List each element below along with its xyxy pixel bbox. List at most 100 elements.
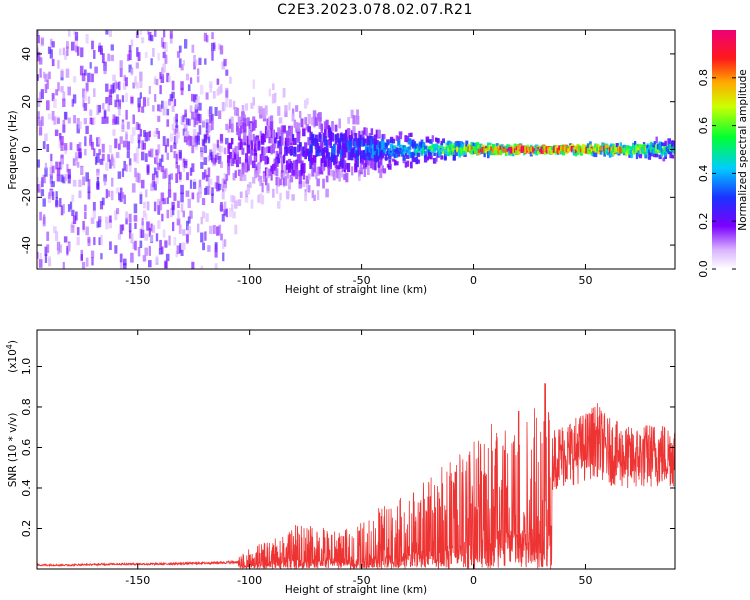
heatmap-cell [162,198,166,205]
heatmap-cell [168,174,171,184]
heatmap-cell [37,30,39,36]
heatmap-cell [236,107,240,117]
heatmap-cell [465,147,469,151]
y-tick-label: 0.8 [20,398,33,416]
heatmap-cell [179,243,182,253]
heatmap-cell [85,226,89,236]
heatmap-cell [49,167,54,177]
heatmap-cell [298,175,302,185]
heatmap-cell [161,100,164,109]
heatmap-cell [232,173,236,181]
heatmap-cell [261,182,264,193]
heatmap-cell [177,210,180,220]
heatmap-cell [96,104,100,115]
heatmap-cell [114,116,118,125]
heatmap-cell [57,241,60,251]
heatmap-cell [436,144,440,149]
heatmap-cell [475,142,480,150]
heatmap-cell [270,128,273,138]
heatmap-cell [275,150,279,159]
bottom-x-axis: -150 -100 -50 0 50 [125,330,592,587]
heatmap-cell [228,142,233,149]
heatmap-cell [57,82,60,92]
heatmap-cell [60,68,64,78]
heatmap-cell [241,166,245,175]
heatmap-cell [544,146,547,152]
heatmap-cell [355,115,360,125]
heatmap-cell [57,59,60,69]
heatmap-cell [264,106,268,116]
heatmap-cell [51,111,55,121]
heatmap-cell [470,145,474,152]
heatmap-cell [209,114,213,124]
heatmap-cell [66,164,69,173]
heatmap-cell [162,229,166,238]
heatmap-cell [189,210,193,219]
heatmap-cell [116,116,120,125]
heatmap-cell [118,81,121,91]
heatmap-cell [662,142,666,147]
heatmap-cell [280,155,284,166]
heatmap-cell [388,163,392,170]
heatmap-cell [324,129,327,138]
heatmap-cell [395,135,399,141]
heatmap-cell [144,247,149,256]
heatmap-cell [67,117,71,124]
heatmap-cell [274,139,277,149]
heatmap-cell [427,146,431,150]
heatmap-cell [92,202,96,212]
heatmap-cell [279,151,282,158]
heatmap-cell [130,68,134,76]
heatmap-cell [157,162,161,171]
heatmap-cell [71,41,75,51]
heatmap-cell [211,120,214,130]
heatmap-cell [134,222,137,229]
heatmap-cell [288,102,291,111]
heatmap-cell [217,152,222,160]
heatmap-cell [200,84,204,95]
heatmap-cell [264,155,268,165]
heatmap-cell [483,153,486,158]
heatmap-cell [338,139,341,150]
heatmap-cell [242,123,247,133]
heatmap-cell [37,117,41,126]
heatmap-cell [93,117,96,125]
heatmap-cell [630,151,633,159]
heatmap-cell [47,46,52,54]
heatmap-cell [252,79,255,89]
heatmap-cell [169,133,173,142]
heatmap-cell [49,49,53,59]
heatmap-cell [82,176,86,186]
heatmap-cell [137,123,141,130]
heatmap-cell [202,242,205,251]
heatmap-cell [239,124,243,134]
heatmap-cell [173,192,177,201]
heatmap-cell [90,250,95,258]
heatmap-cell [413,141,417,148]
heatmap-cell [194,116,199,125]
heatmap-cell [205,174,209,182]
heatmap-cell [322,147,325,155]
heatmap-cell [39,91,43,102]
heatmap-cell [268,122,272,131]
heatmap-cell [270,134,273,144]
heatmap-cell [391,152,395,157]
heatmap-cell [411,151,415,159]
heatmap-cell [128,64,132,73]
heatmap-cell [281,137,284,146]
heatmap-cell [183,136,188,143]
heatmap-cell [184,113,187,123]
heatmap-cell [540,146,544,154]
heatmap-cell [182,114,186,123]
heatmap-cell [211,193,214,203]
heatmap-cell [316,113,320,120]
heatmap-cell [98,149,101,156]
heatmap-cell [334,124,338,132]
heatmap-cell [458,150,461,158]
heatmap-cell [232,211,236,219]
heatmap-cell [257,140,261,151]
heatmap-cell [278,145,283,155]
heatmap-cell [250,140,254,151]
heatmap-cell [612,143,615,150]
heatmap-cell [60,174,64,183]
